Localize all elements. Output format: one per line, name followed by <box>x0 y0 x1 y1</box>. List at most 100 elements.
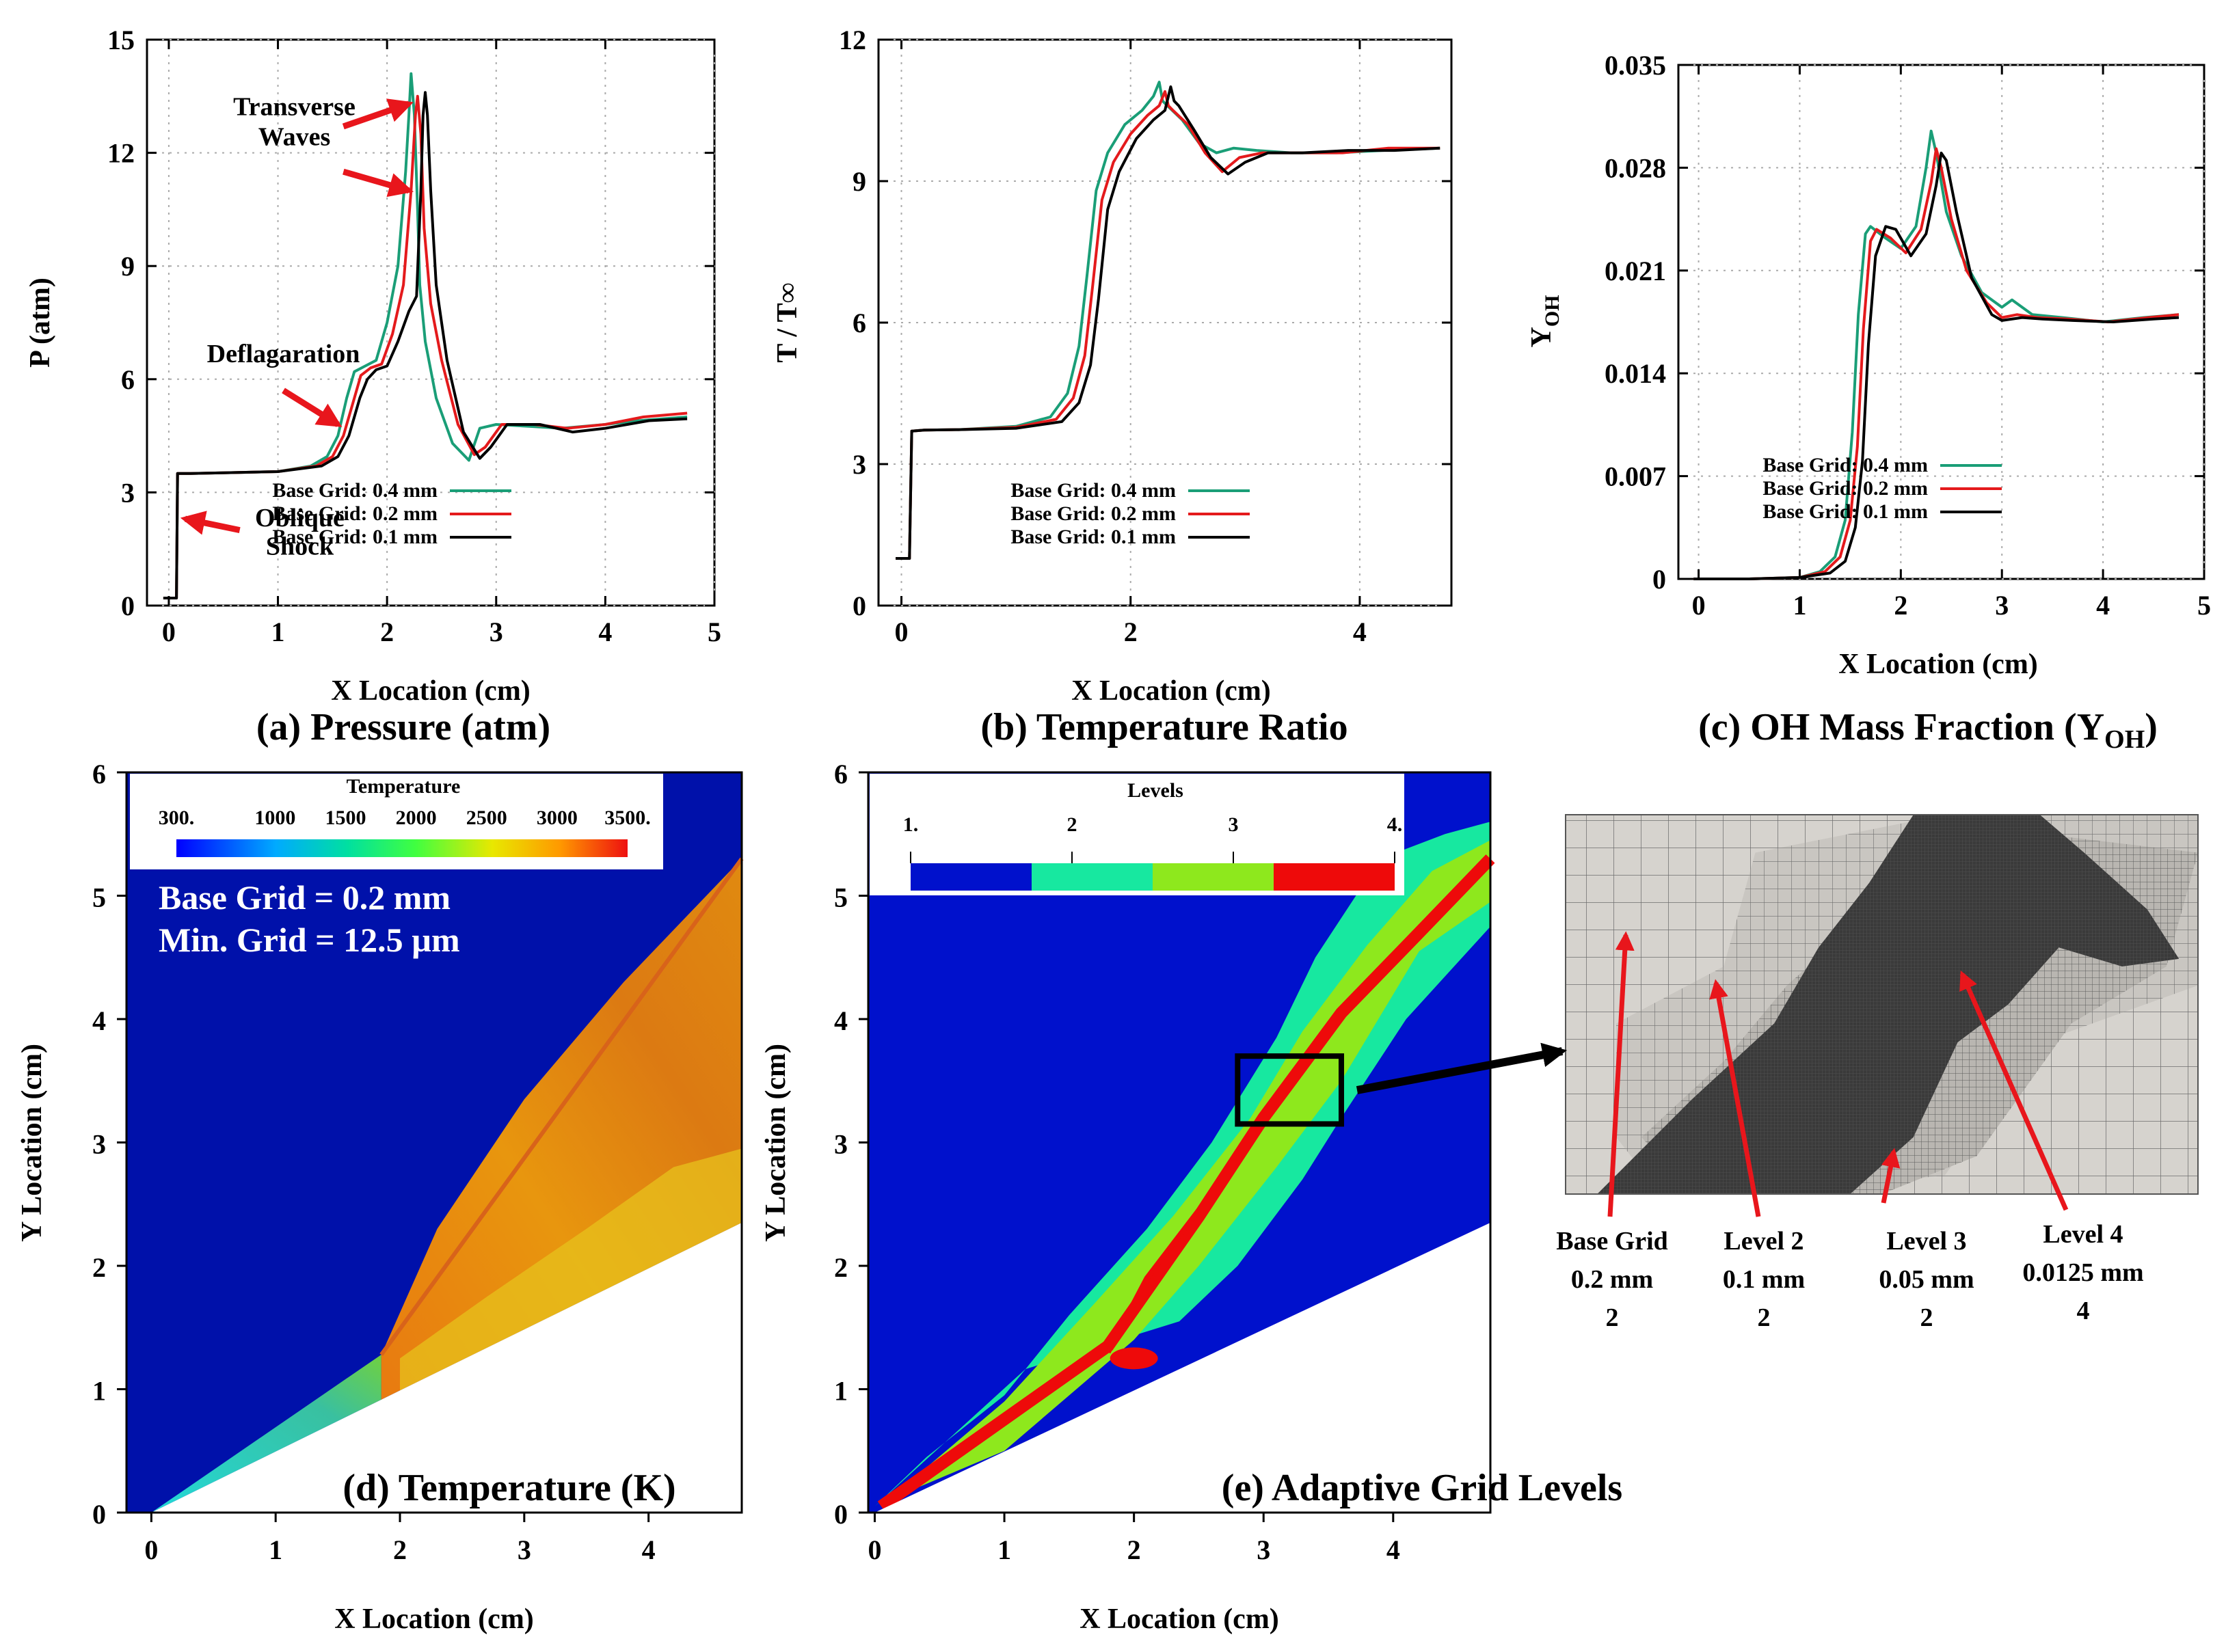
temperature-field-ytick-label: 0 <box>92 1499 106 1530</box>
grid-levels-xtick-label: 0 <box>868 1534 881 1565</box>
zoom-level-label: 0.2 mm <box>1571 1265 1653 1294</box>
zoom-level-label: 2 <box>1758 1303 1771 1332</box>
pressure-xtick-label: 4 <box>598 617 612 647</box>
oh-mass-fraction-xtick-label: 0 <box>1692 590 1706 621</box>
oh-mass-fraction-series <box>1693 129 2180 580</box>
temperature-field-tick-labels: 0 1 2 3 4 0 1 2 3 4 5 6 <box>92 759 656 1565</box>
zoom-level-label: Level 4 <box>2043 1220 2123 1249</box>
grid-levels-tick-labels: 0 1 2 3 4 0 1 2 3 4 5 6 <box>834 759 1400 1565</box>
zoom-level-arrow <box>1959 970 2069 1211</box>
pressure-xlabel: X Location (cm) <box>331 675 531 707</box>
oh-mass-fraction-legend-label: Base Grid: 0.4 mm <box>1762 454 1928 476</box>
pressure-ytick-label: 12 <box>107 138 135 169</box>
temperature-colorbar-tick: 2000 <box>396 807 437 829</box>
levels-colorbar-tick: 3 <box>1229 813 1239 836</box>
temperature-oblique-shock-region <box>151 1354 381 1513</box>
levels-colorbar: Levels 1. 2 3 4. <box>870 774 1404 895</box>
oh-mass-fraction-ytick-label: 0.035 <box>1605 50 1666 81</box>
grid-levels-ytick-label: 5 <box>834 882 848 913</box>
temperature-ratio-series-line-3 <box>896 85 1440 560</box>
pressure-caption: (a) Pressure (atm) <box>256 706 550 748</box>
temperature-field-ytick-label: 4 <box>92 1005 106 1036</box>
pressure-annotation-arrow <box>282 388 343 427</box>
adaptive-grid-levels-plot: Levels 1. 2 3 4. 0 1 2 3 4 0 1 2 3 4 5 6 X Location (cm… <box>760 759 1622 1635</box>
temperature-shock-front <box>379 857 744 1356</box>
grid-levels-ytick-label: 2 <box>834 1252 848 1283</box>
pressure-plot-frame <box>146 38 716 607</box>
pressure-ytick-label: 15 <box>107 25 135 55</box>
temperature-field-caption: (d) Temperature (K) <box>343 1467 675 1509</box>
grid-level-4-triple-point <box>1110 1347 1158 1370</box>
pressure-ytick-label: 3 <box>121 477 135 508</box>
temperature-ratio-ylabel: T / T∞ <box>772 282 803 362</box>
zoom-level-arrows <box>1607 931 2069 1217</box>
pressure-annotation: Oblique <box>255 504 345 532</box>
oh-mass-fraction-xtick-label: 4 <box>2096 590 2110 621</box>
temperature-colorbar-tick: 3000 <box>537 807 578 829</box>
oh-mass-fraction-xtick-label: 1 <box>1793 590 1806 621</box>
temperature-field-xtick-label: 2 <box>393 1534 407 1565</box>
pressure-annotation: Shock <box>266 532 334 560</box>
temperature-field-ytick-label: 3 <box>92 1129 106 1160</box>
zoom-level-arrow <box>1607 931 1635 1217</box>
pressure-xtick-label: 0 <box>162 617 176 647</box>
grid-level-4-shock-track <box>877 854 1495 1512</box>
grid-levels-zoom-box <box>1235 1053 1344 1127</box>
temperature-ratio-caption: (b) Temperature Ratio <box>980 706 1347 748</box>
grid-level-4-branch-track <box>1105 1208 1201 1354</box>
pressure-xtick-label: 5 <box>708 617 721 647</box>
grid-levels-ytick-label: 1 <box>834 1376 848 1407</box>
temperature-ratio-legend-label: Base Grid: 0.1 mm <box>1010 526 1176 548</box>
grid-levels-ytick-label: 0 <box>834 1499 848 1530</box>
temperature-colorbar-tick: 3500. <box>604 807 651 829</box>
pressure-grid <box>147 38 716 607</box>
temperature-colorbar-gradient <box>176 839 628 857</box>
temperature-ratio-xtick-label: 4 <box>1353 617 1367 647</box>
oh-mass-fraction-xtick-label: 2 <box>1894 590 1907 621</box>
pressure-annotation-arrow <box>343 168 414 198</box>
pressure-annotation: Waves <box>258 123 331 152</box>
levels-colorbar-swatch <box>1274 863 1395 891</box>
temperature-ratio-ytick-label: 6 <box>853 308 866 338</box>
pressure-annotation-arrow <box>342 98 414 130</box>
temperature-colorbar-tick: 1000 <box>254 807 295 829</box>
grid-levels-xtick-label: 3 <box>1257 1534 1270 1565</box>
oh-mass-fraction-chart: 0 1 2 3 4 5 0 0.007 0.014 0.021 0.028 0.035 Base Gr… <box>1526 50 2211 754</box>
temperature-field-xlabel: X Location (cm) <box>334 1603 534 1635</box>
temperature-field-ytick-label: 1 <box>92 1376 106 1407</box>
temperature-ratio-xtick-label: 2 <box>1124 617 1138 647</box>
temperature-colorbar-tick: 1500 <box>325 807 366 829</box>
temperature-field-ytick-label: 6 <box>92 759 106 789</box>
temperature-wedge-body <box>126 1222 742 1513</box>
zoom-level-label: 2 <box>1920 1303 1933 1332</box>
mesh-level-4-region <box>1597 815 2180 1194</box>
temperature-ratio-tick-labels: 0 2 4 0 3 6 9 12 <box>839 25 1367 647</box>
oh-mass-fraction-xtick-label: 3 <box>1995 590 2009 621</box>
grid-levels-ytick-label: 3 <box>834 1129 848 1160</box>
zoom-level-label: Level 3 <box>1886 1227 1966 1256</box>
pressure-annotation: Transverse <box>233 92 356 121</box>
levels-colorbar-swatch <box>1153 863 1274 891</box>
temperature-hot-band <box>400 1148 742 1391</box>
pressure-xtick-label: 3 <box>490 617 503 647</box>
grid-levels-xlabel: X Location (cm) <box>1080 1603 1279 1635</box>
zoom-level-label: 4 <box>2077 1297 2090 1325</box>
zoom-level-label: 0.05 mm <box>1879 1265 1974 1294</box>
oh-mass-fraction-ytick-label: 0 <box>1652 564 1666 595</box>
oh-mass-fraction-series-line-1 <box>1693 129 2180 580</box>
temperature-field-ytick-label: 5 <box>92 882 106 913</box>
grid-levels-ytick-label: 6 <box>834 759 848 789</box>
grid-levels-wedge-body <box>868 1222 1490 1513</box>
zoom-level-arrow <box>1709 979 1761 1217</box>
levels-colorbar-swatch <box>911 863 1032 891</box>
temperature-overlay-min-grid: Min. Grid = 12.5 µm <box>159 921 460 959</box>
grid-level-3-region <box>887 840 1490 1500</box>
zoom-level-arrow <box>1881 1148 1901 1204</box>
oh-mass-fraction-caption: (c) OH Mass Fraction (YOH) <box>1698 706 2158 754</box>
grid-levels-xtick-label: 1 <box>997 1534 1011 1565</box>
temperature-colorbar: Temperature 300. 1000 1500 2000 2500 3000 3500. <box>130 774 663 869</box>
mesh-zoom-image <box>1565 814 2199 1195</box>
